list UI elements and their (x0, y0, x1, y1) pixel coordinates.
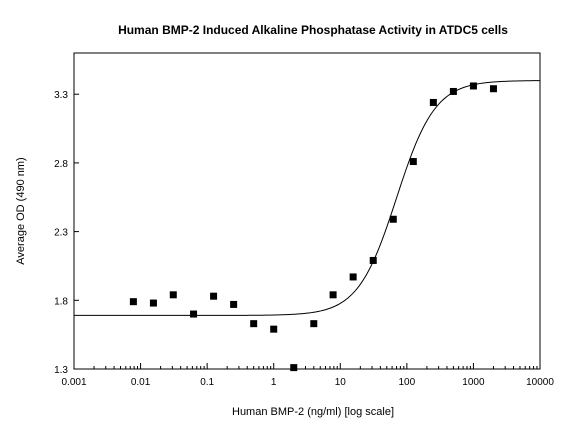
data-point (349, 273, 357, 281)
data-point (469, 82, 477, 90)
x-tick-label: 0.001 (61, 377, 86, 388)
data-points (129, 82, 497, 372)
x-tick-label: 0.01 (131, 377, 151, 388)
chart-title: Human BMP-2 Induced Alkaline Phosphatase… (118, 23, 508, 37)
y-tick-label: 2.3 (54, 228, 68, 239)
x-tick-label: 100 (399, 377, 416, 388)
y-axis-label: Average OD (490 nm) (15, 157, 27, 264)
y-tick-label: 3.3 (54, 90, 68, 101)
x-axis: 0.001 0.01 0.1 1 10 100 1000 10000 (61, 363, 554, 388)
data-point (149, 299, 157, 307)
data-point (230, 300, 238, 308)
data-point (190, 310, 198, 318)
data-point (369, 256, 377, 264)
x-tick-label: 1000 (462, 377, 485, 388)
x-tick-label: 1 (271, 377, 277, 388)
data-point (210, 292, 218, 300)
fit-curve (74, 80, 541, 316)
y-tick-label: 1.8 (54, 296, 68, 307)
data-point (409, 158, 417, 166)
data-point (129, 298, 137, 306)
data-point (429, 98, 437, 106)
data-point (250, 320, 258, 328)
data-point (489, 85, 497, 93)
y-tick-label: 1.3 (54, 365, 68, 376)
data-point (169, 291, 177, 299)
x-tick-label: 10000 (526, 377, 554, 388)
y-axis: 1.3 1.8 2.3 2.8 3.3 (54, 90, 79, 376)
x-axis-label: Human BMP-2 (ng/ml) [log scale] (232, 406, 394, 418)
data-point (389, 215, 397, 223)
x-tick-label: 10 (335, 377, 347, 388)
data-point (310, 320, 318, 328)
data-point (449, 87, 457, 95)
data-point (329, 291, 337, 299)
y-tick-label: 2.8 (54, 159, 68, 170)
x-tick-label: 0.1 (200, 377, 214, 388)
data-point (270, 325, 278, 333)
plot-frame (73, 52, 541, 370)
data-point (290, 364, 298, 372)
